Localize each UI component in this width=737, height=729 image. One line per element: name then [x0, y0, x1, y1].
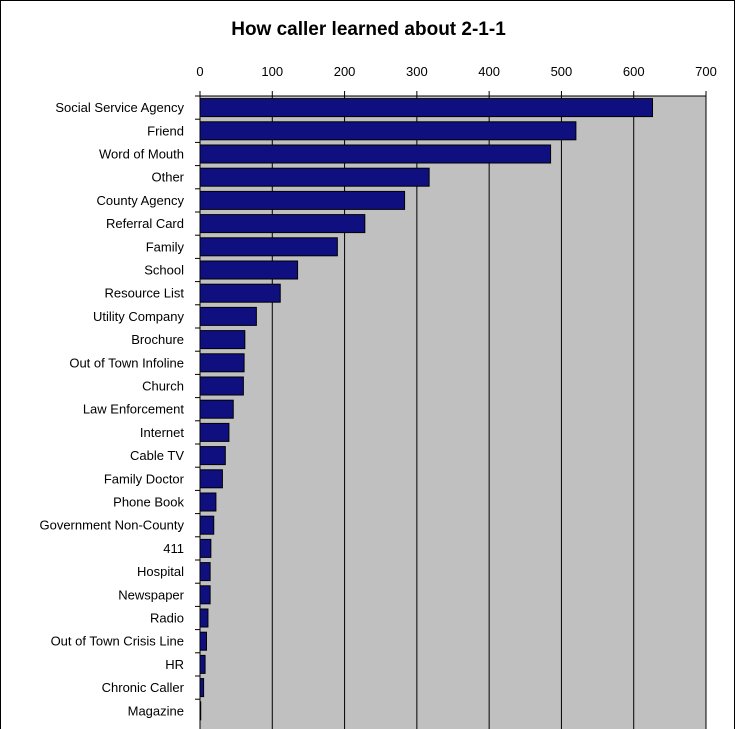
x-tick-label: 300 — [406, 64, 428, 79]
bar — [199, 353, 245, 373]
category-label: Law Enforcement — [83, 402, 185, 417]
bar — [199, 399, 234, 419]
category-label: 411 — [163, 541, 184, 556]
category-label: Family Doctor — [104, 471, 185, 486]
bar — [199, 492, 217, 512]
category-label: School — [144, 263, 184, 278]
bar — [199, 608, 209, 628]
category-label: Cable TV — [130, 448, 184, 463]
category-label: Friend — [147, 123, 184, 138]
bar — [199, 654, 206, 674]
bar — [199, 98, 654, 118]
category-label: Out of Town Crisis Line — [51, 634, 184, 649]
bar — [199, 678, 205, 698]
x-tick-label: 500 — [551, 64, 573, 79]
bar — [199, 283, 281, 303]
bar — [199, 260, 299, 280]
category-label: Government Non-County — [39, 518, 184, 533]
bar — [199, 237, 338, 257]
category-label: Resource List — [105, 286, 185, 301]
category-label: Out of Town Infoline — [69, 355, 184, 370]
bar — [199, 167, 430, 187]
bar — [199, 144, 552, 164]
category-label: Newspaper — [118, 587, 184, 602]
bar — [199, 306, 257, 326]
bar — [199, 469, 223, 489]
category-label: Radio — [150, 611, 184, 626]
bar — [199, 214, 366, 234]
category-label: Phone Book — [113, 495, 184, 510]
bar — [199, 376, 244, 396]
bar — [199, 422, 230, 442]
x-tick-label: 0 — [196, 64, 203, 79]
bar — [199, 585, 211, 605]
category-label: Magazine — [128, 703, 184, 718]
category-label: Other — [151, 170, 184, 185]
bar — [199, 631, 208, 651]
category-label: Family — [146, 239, 185, 254]
category-label: Internet — [140, 425, 184, 440]
x-tick-label: 100 — [261, 64, 283, 79]
category-label: Referral Card — [106, 216, 184, 231]
bar — [199, 121, 577, 141]
category-label: Utility Company — [93, 309, 185, 324]
bar — [199, 515, 215, 535]
category-label: Chronic Caller — [102, 680, 185, 695]
category-label: Social Service Agency — [55, 100, 184, 115]
x-tick-label: 700 — [695, 64, 717, 79]
bar — [199, 330, 246, 350]
bar — [199, 446, 226, 466]
chart-title: How caller learned about 2-1-1 — [231, 19, 506, 40]
bar — [199, 190, 406, 210]
category-label: Brochure — [131, 332, 184, 347]
bar — [199, 562, 211, 582]
category-label: HR — [165, 657, 184, 672]
category-label: Hospital — [137, 564, 184, 579]
bar — [199, 538, 212, 558]
x-tick-label: 400 — [478, 64, 500, 79]
bar — [199, 701, 202, 721]
category-label: Church — [142, 379, 184, 394]
category-label: County Agency — [97, 193, 185, 208]
x-tick-label: 200 — [334, 64, 356, 79]
category-label: Word of Mouth — [99, 147, 184, 162]
x-tick-label: 600 — [623, 64, 645, 79]
